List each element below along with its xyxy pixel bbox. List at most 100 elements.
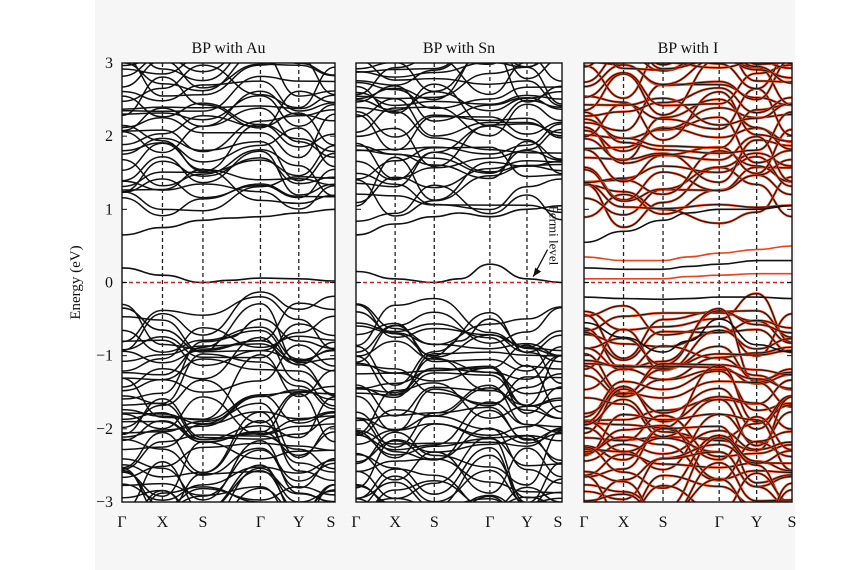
band-line <box>356 106 562 154</box>
band-line <box>122 395 335 441</box>
kpoint-label: Γ <box>579 514 588 531</box>
band-line <box>356 468 562 502</box>
band-line <box>149 486 265 502</box>
band-line <box>122 149 335 197</box>
band-line <box>375 480 549 502</box>
y-tick-label: −1 <box>96 348 113 365</box>
kpoint-label: S <box>659 514 668 531</box>
band-line <box>584 104 792 149</box>
y-tick-label: 3 <box>105 55 113 72</box>
band-line <box>356 387 562 437</box>
band-line <box>584 64 792 107</box>
band-line <box>219 464 286 502</box>
band-line <box>584 328 792 372</box>
band-line <box>584 63 792 88</box>
band-line <box>356 128 562 175</box>
bands-group <box>584 63 792 502</box>
band-line <box>356 481 562 502</box>
band-line <box>584 444 792 500</box>
kpoint-label: Γ <box>117 514 126 531</box>
band-line <box>584 166 792 216</box>
panel-title: BP with I <box>658 40 719 57</box>
band-line <box>584 63 792 116</box>
kpoint-label: Y <box>751 514 763 531</box>
band-line <box>366 469 562 502</box>
band-line <box>122 90 335 132</box>
band-line <box>356 63 528 96</box>
band-line <box>122 95 335 148</box>
panel-3: BP with I Γ X S Γ Y S <box>579 40 797 531</box>
band-line <box>122 109 335 153</box>
band-line <box>122 389 335 438</box>
band-line <box>584 63 792 70</box>
band-line <box>356 324 562 358</box>
band-line <box>122 410 335 451</box>
y-tick-label: 0 <box>105 275 113 292</box>
band-line <box>122 295 335 350</box>
band-line <box>356 172 562 211</box>
band-line <box>356 351 562 399</box>
band-line <box>122 127 335 168</box>
band-line <box>584 380 792 414</box>
band-line <box>356 304 562 353</box>
band-line <box>639 474 746 502</box>
band-line <box>356 156 562 207</box>
band-line <box>122 168 335 205</box>
kpoint-label: X <box>389 514 401 531</box>
band-line <box>584 87 792 117</box>
band-line <box>122 459 335 501</box>
band-line <box>584 97 792 126</box>
band-line <box>584 385 792 430</box>
y-tick-label: 2 <box>105 128 113 145</box>
band-line <box>122 343 335 397</box>
band-line <box>122 410 335 442</box>
band-line <box>122 326 335 372</box>
panel-title: BP with Au <box>191 40 265 57</box>
band-line <box>122 176 335 212</box>
band-line <box>584 425 792 484</box>
band-line <box>356 146 562 180</box>
band-line <box>584 397 792 447</box>
band-line <box>122 394 335 425</box>
band-line <box>122 482 335 502</box>
y-tick-label: −3 <box>96 494 113 511</box>
kpoint-label: Γ <box>715 514 724 531</box>
band-line <box>122 402 335 459</box>
band-line <box>584 387 792 434</box>
band-line <box>356 409 562 462</box>
band-line <box>180 449 335 502</box>
band-line <box>584 183 792 210</box>
kpoint-label: Y <box>293 514 305 531</box>
band-line <box>356 125 562 181</box>
band-line <box>356 103 562 137</box>
band-line <box>584 370 792 418</box>
band-line <box>148 63 300 82</box>
band-line <box>356 401 562 451</box>
band-line <box>584 414 792 458</box>
kpoint-label: S <box>788 514 797 531</box>
band-line <box>356 340 562 395</box>
kpoint-label: S <box>198 514 207 531</box>
band-line <box>356 362 562 415</box>
band-line <box>584 150 792 195</box>
band-line <box>687 478 743 502</box>
band-line <box>122 144 335 188</box>
band-line <box>122 323 335 359</box>
panel-title: BP with Sn <box>423 40 495 57</box>
band-line <box>122 63 335 97</box>
band-line <box>122 434 335 471</box>
band-line <box>584 63 792 84</box>
band-line <box>122 64 335 109</box>
band-line <box>122 327 335 372</box>
band-line <box>122 442 335 479</box>
fermi-level-annotation: Fermi level <box>547 206 562 266</box>
band-line <box>356 81 562 110</box>
band-line <box>356 427 562 484</box>
band-line <box>356 447 562 502</box>
y-axis-title: Energy (eV) <box>68 245 84 319</box>
band-line <box>356 66 562 105</box>
band-line <box>356 354 562 394</box>
kpoint-label: S <box>430 514 439 531</box>
bands-group <box>356 63 562 502</box>
